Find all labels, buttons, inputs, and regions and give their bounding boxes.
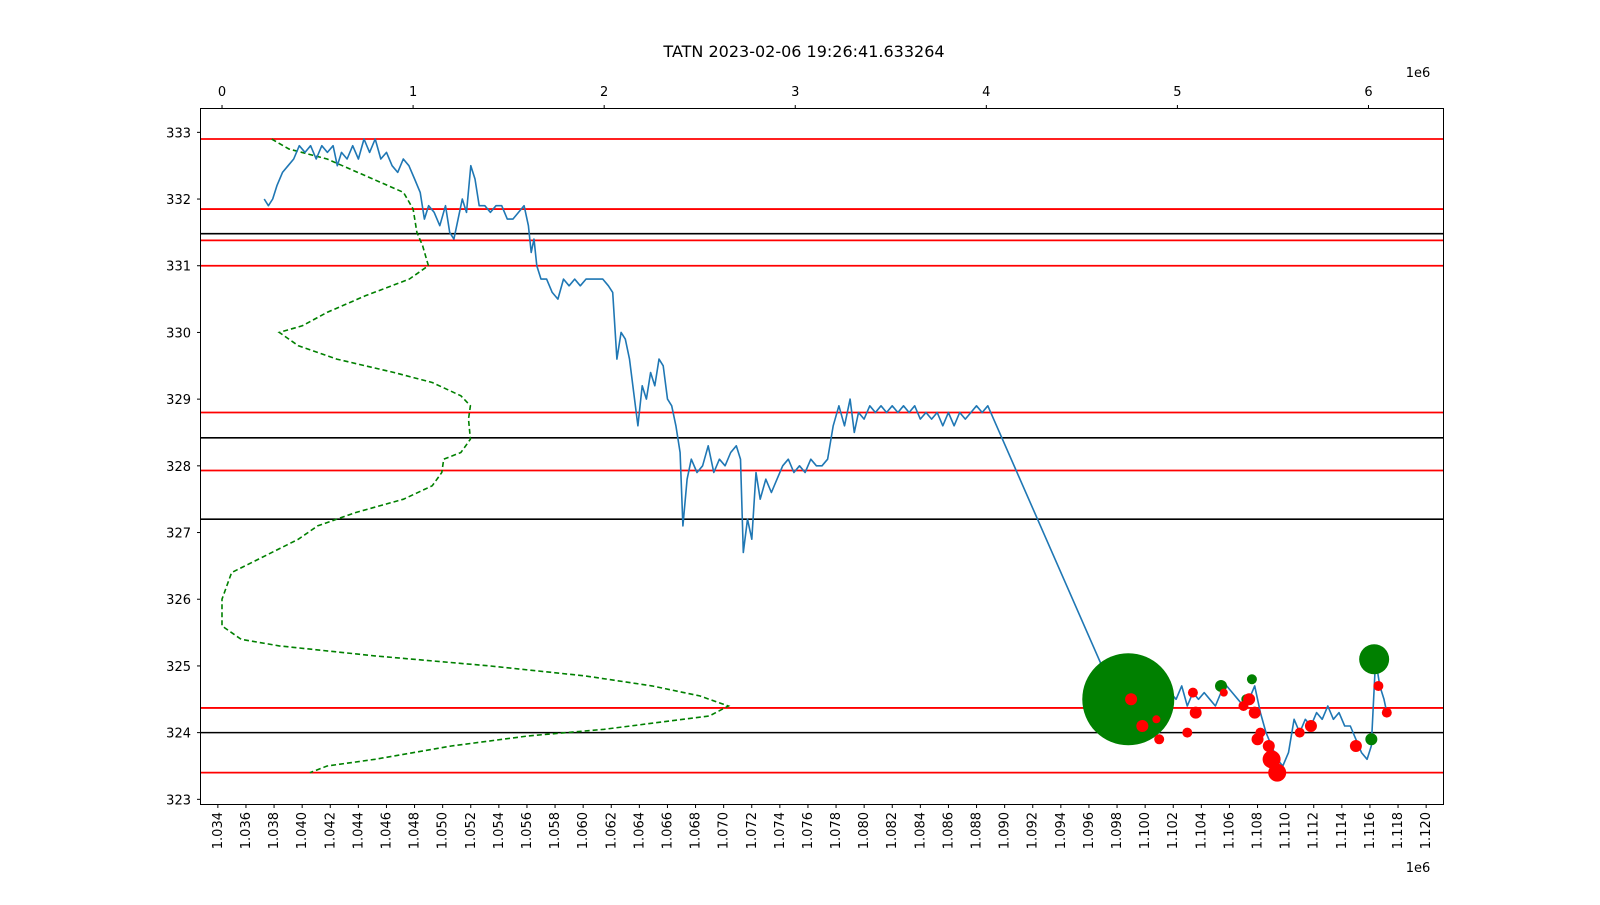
sell-marker: [1349, 739, 1362, 752]
bottom-x-tick-label: 1.056: [520, 812, 535, 849]
bottom-x-tick-label: 1.080: [857, 812, 872, 849]
sell-marker: [1248, 706, 1261, 719]
top-axis-multiplier: 1e6: [1406, 66, 1431, 81]
bottom-x-tick-label: 1.090: [998, 812, 1013, 849]
sell-marker: [1219, 688, 1228, 697]
axes: 323 324 325 326 327 328 329 330 331 332 333 0 1 2 3 4 5 6…: [166, 85, 1434, 849]
y-tick-label: 327: [166, 527, 191, 542]
y-tick-label: 333: [166, 126, 191, 141]
bottom-x-tick-label: 1.040: [295, 812, 310, 849]
bottom-x-tick-label: 1.098: [1110, 812, 1125, 849]
y-tick-label: 331: [166, 260, 191, 275]
sell-marker: [1136, 719, 1149, 732]
bottom-x-tick-label: 1.070: [717, 812, 732, 849]
bottom-x-tick-label: 1.104: [1194, 812, 1209, 849]
bottom-x-tick-label: 1.112: [1307, 812, 1322, 849]
top-x-tick-label: 2: [600, 85, 608, 100]
sell-marker: [1381, 707, 1392, 718]
bottom-x-tick-label: 1.044: [351, 812, 366, 849]
bottom-x-tick-label: 1.092: [1026, 812, 1041, 849]
bottom-x-tick-label: 1.036: [239, 812, 254, 849]
top-x-tick-label: 6: [1364, 85, 1372, 100]
bottom-x-tick-label: 1.062: [604, 812, 619, 849]
buy-marker: [1365, 733, 1378, 746]
bottom-x-tick-label: 1.120: [1419, 812, 1434, 849]
y-tick-label: 325: [166, 660, 191, 675]
bottom-x-tick-label: 1.042: [323, 812, 338, 849]
bottom-x-tick-label: 1.110: [1279, 812, 1294, 849]
bottom-x-tick-label: 1.058: [548, 812, 563, 849]
bottom-x-tick-label: 1.046: [379, 812, 394, 849]
bottom-x-tick-label: 1.116: [1363, 812, 1378, 849]
bottom-x-tick-label: 1.118: [1391, 812, 1406, 849]
sell-marker: [1154, 734, 1165, 745]
bottom-axis-multiplier: 1e6: [1406, 861, 1431, 876]
bottom-x-tick-label: 1.108: [1251, 812, 1266, 849]
top-x-tick-label: 5: [1173, 85, 1181, 100]
bottom-x-tick-label: 1.034: [211, 812, 226, 849]
y-tick-label: 324: [166, 727, 191, 742]
bottom-x-tick-label: 1.088: [970, 812, 985, 849]
bottom-x-tick-label: 1.074: [773, 812, 788, 849]
bottom-x-tick-label: 1.054: [492, 812, 507, 849]
bottom-x-tick-label: 1.048: [408, 812, 423, 849]
y-tick-label: 332: [166, 193, 191, 208]
bottom-x-tick-label: 1.106: [1222, 812, 1237, 849]
level-lines: [201, 138, 1443, 774]
y-tick-label: 326: [166, 593, 191, 608]
top-x-tick-label: 0: [218, 85, 226, 100]
bottom-x-tick-label: 1.102: [1166, 812, 1181, 849]
sell-marker: [1187, 687, 1198, 698]
top-x-tick-label: 1: [409, 85, 417, 100]
bottom-x-tick-label: 1.072: [745, 812, 760, 849]
top-x-tick-label: 3: [791, 85, 799, 100]
bottom-x-tick-label: 1.086: [941, 812, 956, 849]
bottom-x-tick-label: 1.060: [576, 812, 591, 849]
price-line: [263, 138, 1388, 767]
bottom-x-tick-label: 1.050: [436, 812, 451, 849]
bottom-x-tick-label: 1.076: [801, 812, 816, 849]
buy-marker: [1359, 644, 1390, 675]
sell-marker: [1373, 680, 1384, 691]
bottom-x-tick-label: 1.100: [1138, 812, 1153, 849]
sell-marker: [1304, 719, 1317, 732]
volume-profile-line: [221, 138, 731, 774]
bottom-x-tick-label: 1.084: [913, 812, 928, 849]
sell-marker: [1125, 693, 1138, 706]
volume-profile: [221, 138, 731, 774]
bottom-x-tick-label: 1.068: [689, 812, 704, 849]
plot-frame: [200, 108, 1444, 805]
bottom-x-tick-label: 1.066: [660, 812, 675, 849]
price-series: [263, 138, 1388, 767]
bottom-x-tick-label: 1.082: [885, 812, 900, 849]
y-tick-label: 328: [166, 460, 191, 475]
sell-marker: [1182, 727, 1193, 738]
sell-marker: [1294, 727, 1305, 738]
y-tick-label: 323: [166, 793, 191, 808]
trade-markers: [1082, 644, 1392, 782]
bottom-x-tick-label: 1.096: [1082, 812, 1097, 849]
top-x-tick-label: 4: [982, 85, 990, 100]
sell-marker: [1255, 727, 1266, 738]
y-tick-label: 329: [166, 393, 191, 408]
sell-marker: [1243, 693, 1256, 706]
sell-marker: [1262, 739, 1275, 752]
bottom-x-tick-label: 1.038: [267, 812, 282, 849]
sell-marker: [1152, 715, 1161, 724]
bottom-x-tick-label: 1.094: [1054, 812, 1069, 849]
chart-title: TATN 2023-02-06 19:26:41.633264: [662, 42, 944, 61]
bottom-x-tick-label: 1.078: [829, 812, 844, 849]
sell-marker: [1189, 706, 1202, 719]
bottom-x-tick-label: 1.064: [632, 812, 647, 849]
bottom-x-tick-label: 1.052: [464, 812, 479, 849]
sell-marker: [1268, 763, 1287, 782]
y-tick-label: 330: [166, 326, 191, 341]
bottom-x-tick-label: 1.114: [1335, 812, 1350, 849]
buy-marker: [1246, 674, 1257, 685]
